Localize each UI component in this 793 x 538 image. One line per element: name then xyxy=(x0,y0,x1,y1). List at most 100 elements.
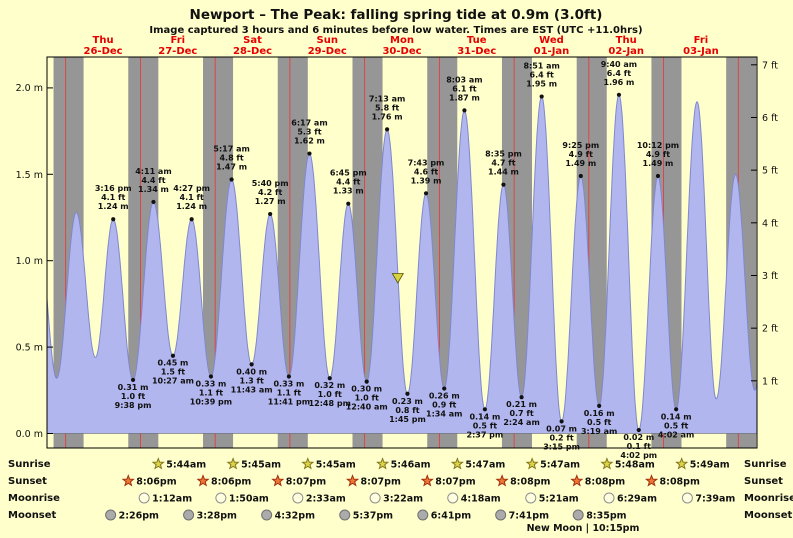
low-tide-annotation: 3:15 pm xyxy=(543,442,580,451)
day-label-name: Mon xyxy=(390,35,414,46)
low-tide-annotation: 0.5 ft xyxy=(587,418,611,427)
moonrise-time: 5:21am xyxy=(539,494,579,505)
high-tide-annotation: 4:27 pm xyxy=(173,184,210,193)
moonset-moon-icon xyxy=(495,509,507,521)
low-tide-annotation: 4:02 pm xyxy=(620,451,657,460)
high-tide-annotation: 1.49 m xyxy=(643,159,674,168)
sunrise-row-label-right: Sunrise xyxy=(744,459,787,470)
high-tide-annotation: 1.33 m xyxy=(333,187,364,196)
low-tide-annotation: 0.14 m xyxy=(469,412,500,421)
high-tide-annotation: 1.34 m xyxy=(138,185,169,194)
low-tide-annotation: 1:45 pm xyxy=(389,415,426,424)
low-tide-annotation: 0.21 m xyxy=(506,400,537,409)
tide-annotations: 3:16 pm4.1 ft1.24 m0.31 m1.0 ft9:38 pm4:… xyxy=(95,60,694,460)
y-axis-label-ft: 5 ft xyxy=(762,166,778,177)
tide-extreme-dot xyxy=(539,94,544,99)
day-label-name: Thu xyxy=(616,35,637,46)
low-tide-annotation: 1.0 ft xyxy=(318,390,342,399)
sunset-time: 8:08pm xyxy=(585,477,625,488)
low-tide-annotation: 2:37 pm xyxy=(467,430,504,439)
high-tide-annotation: 1.47 m xyxy=(216,162,247,171)
high-tide-annotation: 6.4 ft xyxy=(530,71,554,80)
low-tide-annotation: 0.16 m xyxy=(584,409,615,418)
tide-extreme-dot xyxy=(307,151,312,156)
high-tide-annotation: 4.4 ft xyxy=(336,178,360,187)
low-tide-annotation: 0.1 ft xyxy=(627,442,651,451)
sunrise-star-icon xyxy=(675,457,689,470)
sunset-row-label: Sunset xyxy=(8,476,47,487)
moonset-moon-icon xyxy=(417,509,429,521)
high-tide-annotation: 6.4 ft xyxy=(607,69,631,78)
low-tide-annotation: 10:27 am xyxy=(152,377,194,386)
moonrise-row-label: Moonrise xyxy=(8,493,60,504)
low-tide-annotation: 2:24 am xyxy=(503,418,539,427)
day-label-date: 02-Jan xyxy=(608,46,644,57)
sunrise-star-icon xyxy=(450,457,464,470)
tide-extreme-dots xyxy=(111,92,679,433)
high-tide-annotation: 10:12 pm xyxy=(637,141,679,150)
low-tide-annotation: 0.33 m xyxy=(196,379,227,388)
day-label-date: 27-Dec xyxy=(158,46,197,57)
moonset-time: 4:32pm xyxy=(275,511,315,522)
sunset-row-label-right: Sunset xyxy=(744,476,783,487)
moonrise-moon-icon xyxy=(138,492,150,504)
moonset-time: 5:37pm xyxy=(353,511,393,522)
low-tide-annotation: 1.0 ft xyxy=(355,394,379,403)
tide-extreme-dot xyxy=(249,362,254,367)
low-tide-annotation: 0.23 m xyxy=(392,397,423,406)
y-axis-label-m: 0.5 m xyxy=(16,343,43,354)
low-tide-annotation: 0.26 m xyxy=(429,392,460,401)
tide-extreme-dot xyxy=(655,173,661,179)
sunset-star-icon xyxy=(121,474,135,487)
low-tide-annotation: 1.1 ft xyxy=(277,388,301,397)
sunset-time: 8:06pm xyxy=(211,477,251,488)
day-label-date: 31-Dec xyxy=(457,46,496,57)
low-tide-annotation: 0.31 m xyxy=(118,383,149,392)
sunset-time: 8:07pm xyxy=(435,477,475,488)
moonset-time: 8:35pm xyxy=(586,511,626,522)
low-tide-annotation: 0.8 ft xyxy=(395,406,419,415)
sunset-star-icon xyxy=(271,474,285,487)
moonrise-time: 1:12am xyxy=(152,494,192,505)
day-label-name: Tue xyxy=(467,35,487,46)
tide-extreme-dot xyxy=(636,427,641,433)
high-tide-annotation: 4.7 ft xyxy=(491,159,515,168)
y-axis-label-ft: 7 ft xyxy=(762,60,778,71)
moonrise-time: 2:33am xyxy=(306,494,346,505)
high-tide-annotation: 4:11 am xyxy=(135,167,171,176)
sunrise-star-icon xyxy=(151,457,165,470)
day-labels: Thu26-DecFri27-DecSat28-DecSun29-DecMon3… xyxy=(84,35,719,57)
current-level-marker-group xyxy=(391,273,404,284)
moonset-row-label-right: Moonset xyxy=(744,510,793,521)
moonrise-moon-icon xyxy=(369,492,381,504)
high-tide-annotation: 4.4 ft xyxy=(141,176,165,185)
low-tide-annotation: 3:19 am xyxy=(581,427,617,436)
high-tide-annotation: 6.1 ft xyxy=(452,84,476,93)
moonrise-time: 4:18am xyxy=(461,494,501,505)
low-tide-annotation: 0.30 m xyxy=(351,385,382,394)
sunset-time: 8:06pm xyxy=(136,477,176,488)
moonrise-time: 6:29am xyxy=(617,494,657,505)
sunrise-star-icon xyxy=(525,457,539,470)
tide-extreme-dot xyxy=(462,108,467,113)
y-axis-label-ft: 1 ft xyxy=(762,376,778,387)
moonset-moon-icon xyxy=(105,509,117,521)
moonrise-moon-icon xyxy=(447,492,459,504)
moonrise-moon-icon xyxy=(215,492,227,504)
day-label-name: Sun xyxy=(317,35,338,46)
y-axis-label-ft: 3 ft xyxy=(762,271,778,282)
high-tide-annotation: 3:16 pm xyxy=(95,184,132,193)
day-label-date: 29-Dec xyxy=(308,46,347,57)
tide-extreme-dot xyxy=(597,403,602,408)
low-tide-annotation: 0.5 ft xyxy=(664,421,688,430)
tide-extreme-dot xyxy=(578,173,583,179)
sunrise-star-icon xyxy=(376,457,390,470)
high-tide-annotation: 9:40 am xyxy=(601,60,637,69)
day-label-date: 03-Jan xyxy=(683,46,719,57)
tide-extreme-dot xyxy=(364,379,369,384)
high-tide-annotation: 9:25 pm xyxy=(562,141,599,150)
moonrise-moon-icon xyxy=(292,492,304,504)
moonrise-moon-icon xyxy=(603,492,615,504)
day-label-name: Fri xyxy=(171,35,186,46)
sunset-star-icon xyxy=(345,474,360,487)
